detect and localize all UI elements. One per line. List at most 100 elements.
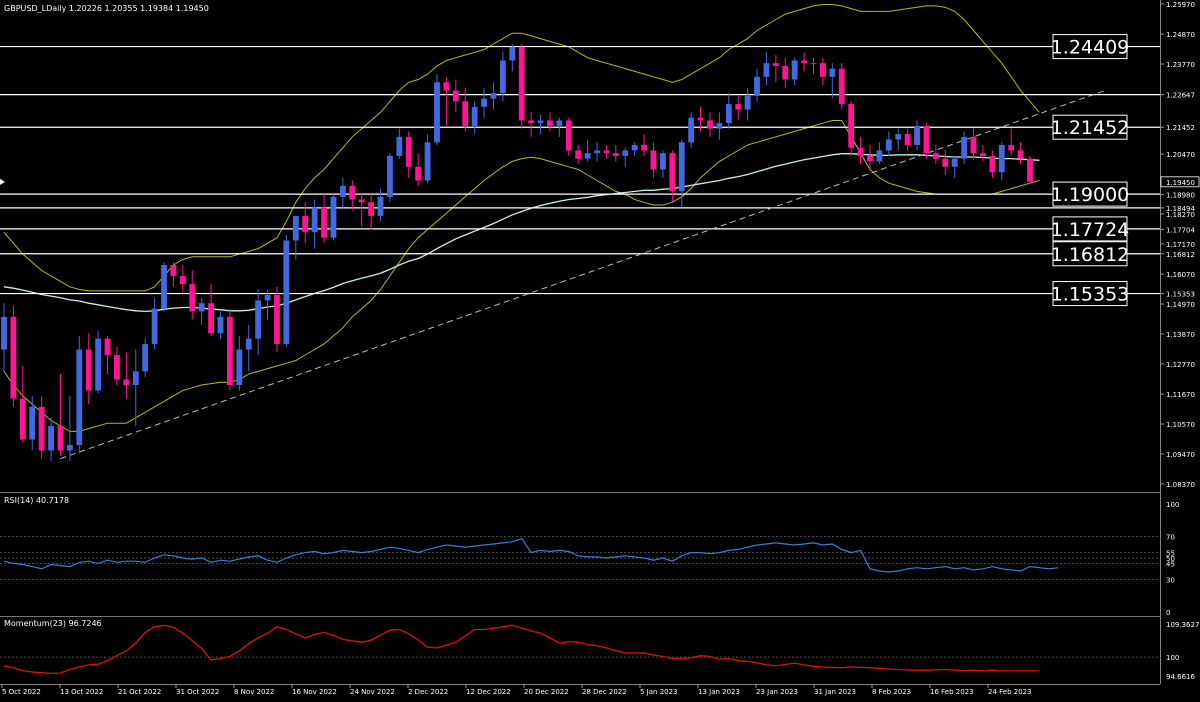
candle-body [274,295,280,345]
candle-bear [697,106,704,132]
candle-body [170,265,177,276]
level-label: 1.17724 [1051,219,1130,241]
date-tick-label: 8 Nov 2022 [234,688,274,696]
candle-bear [989,150,996,178]
candle-body [452,90,459,102]
candle-bear [942,150,949,175]
candle-body [744,95,751,110]
candle-bull [537,115,544,135]
candle-bull [961,131,968,165]
candle-body [396,136,403,156]
candle-body [283,240,290,345]
candle-bear [415,153,422,186]
candle-bull [142,338,149,377]
level-label-box [1052,114,1128,140]
candle-bear [528,112,535,137]
date-tick-label: 16 Nov 2022 [292,688,337,696]
price-tick-label: 1.10570 [1166,421,1195,429]
chart-header: GBPUSD_LDaily 1.20226 1.20355 1.19384 1.… [4,4,209,13]
candle-bull [509,44,516,72]
price-tick-label: 1.18270 [1166,211,1195,219]
level-label-box [1052,281,1128,307]
date-tick-label: 23 Jan 2023 [756,688,798,696]
candle-body [838,68,845,105]
trendline[interactable] [60,89,1106,460]
moving-average [3,153,1040,313]
date-tick-label: 21 Oct 2022 [118,688,161,696]
candle-bull [264,289,271,320]
candle-bear [932,145,939,165]
candle-bull [217,311,224,339]
candle-body [509,46,516,61]
date-axis[interactable]: 5 Oct 2022 13 Oct 2022 21 Oct 2022 31 Oct 2… [1,684,1032,696]
candle-bear [1027,155,1033,184]
price-axis[interactable]: 1.25970 1.24870 1.23770 1.22647 1.21452 1.204… [0,1,1200,489]
rsi-tick-label: 45 [1166,560,1175,568]
candle-body [226,316,233,385]
candle-bear [838,63,845,110]
candle-bear [801,52,808,72]
candle-body [932,153,939,159]
candle-body [895,134,902,140]
candle-body [650,150,657,170]
momentum-header: Momentum(23) 96.7246 [4,619,102,628]
candle-body [688,117,695,143]
candle-bull [151,297,158,350]
candle-body [66,445,73,451]
candle-bear [452,79,459,113]
candle-body [377,196,384,216]
candle-body [848,104,855,148]
candle-bear [867,145,873,170]
candle-bear [518,44,525,129]
candle-body [208,303,215,334]
candle-bull [744,87,751,121]
candle-bear [405,131,412,178]
level-label-box [1052,241,1128,267]
candle-body [76,349,83,445]
candle-bull [245,325,252,372]
candle-bear [980,145,986,162]
candle-bear [189,270,196,320]
candle-body [782,65,789,80]
candle-bull [678,139,685,208]
candle-body [387,155,393,197]
candle-bull [434,74,440,145]
candle-body [114,355,120,380]
price-tick-label: 1.18980 [1166,192,1195,200]
current-price-marker [1160,176,1200,188]
date-tick-label: 20 Dec 2022 [524,688,569,696]
candle-body [349,185,356,200]
candle-body [801,60,808,64]
candle-bull [716,112,723,140]
price-tick-label: 1.16070 [1166,271,1195,279]
bollinger-upper-line [3,4,1040,292]
candle-body [942,158,949,167]
price-tick-label: 1.16812 [1166,251,1195,259]
candle-body [1017,150,1024,159]
candle-bear [565,117,572,156]
date-tick-label: 28 Dec 2022 [582,688,627,696]
trendline-line[interactable] [60,89,1106,460]
candle-body [471,106,478,126]
candle-bull [396,128,403,159]
candle-bear [274,286,280,353]
candle-body [810,63,817,65]
candle-bear [85,333,92,405]
candle-bull [951,155,958,178]
candle-bull [95,330,102,394]
candle-body [528,120,535,124]
candle-bear [641,134,647,156]
candle-bear [104,335,111,375]
candle-body [236,349,243,385]
candle-bear [970,128,977,159]
candle-bear [848,101,855,156]
candle-bear [321,194,327,244]
candle-bull [688,112,695,148]
price-tick-label: 1.09470 [1166,451,1195,459]
price-tick-label: 1.25970 [1166,1,1195,9]
candle-bull [48,417,54,462]
candle-body [575,150,582,159]
candle-body [772,63,779,66]
